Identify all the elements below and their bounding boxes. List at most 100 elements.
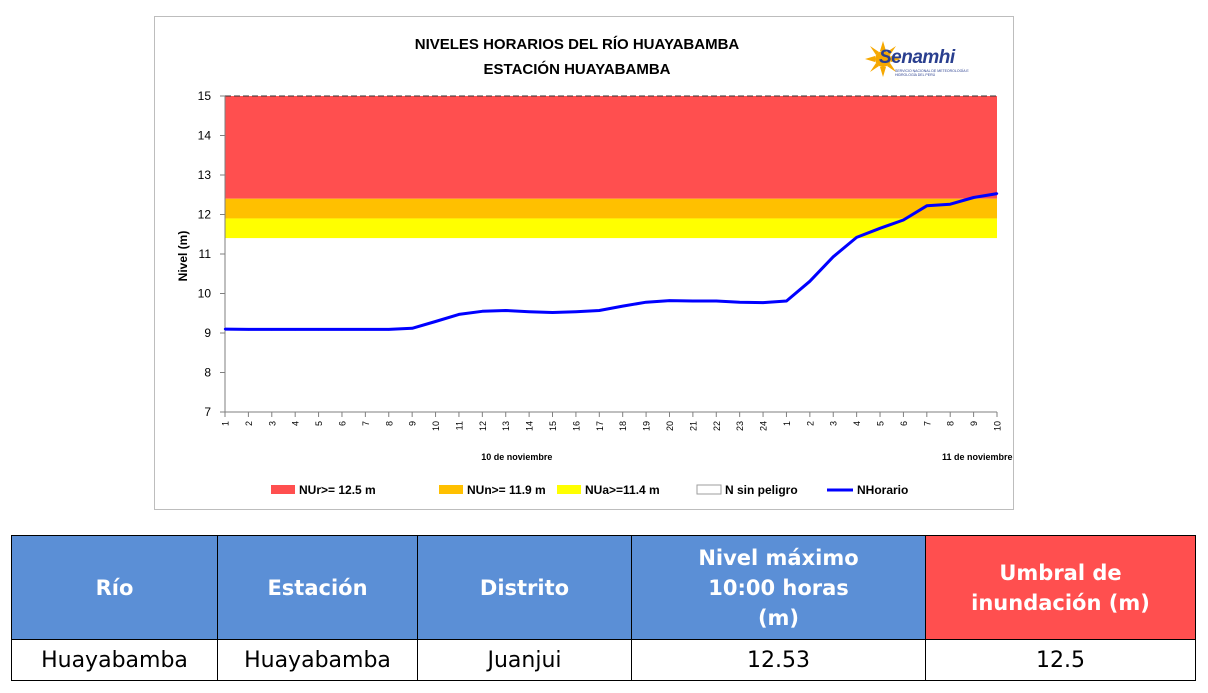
cell-umbral: 12.5 xyxy=(925,639,1196,681)
data-point xyxy=(761,301,765,304)
data-point xyxy=(785,299,788,303)
x-tick-label: 21 xyxy=(688,421,698,431)
header-distrito: Distrito xyxy=(417,535,632,640)
x-tick-label: 20 xyxy=(665,421,675,431)
logo-wordmark: Senamhi xyxy=(879,47,955,68)
header-nivel-maximo: Nivel máximo 10:00 horas (m) xyxy=(631,535,926,640)
data-point xyxy=(551,311,554,314)
legend-label: NUn>= 11.9 m xyxy=(467,483,546,497)
x-tick-label: 13 xyxy=(501,421,511,431)
data-point xyxy=(410,327,414,330)
x-tick-label: 16 xyxy=(571,421,581,431)
data-point xyxy=(387,328,390,331)
chart-title: NIVELES HORARIOS DEL RÍO HUAYABAMBA xyxy=(415,36,740,53)
data-point xyxy=(504,309,507,312)
chart-subtitle: ESTACIÓN HUAYABAMBA xyxy=(484,60,671,78)
data-point xyxy=(902,218,905,222)
x-tick-label: 8 xyxy=(946,421,956,426)
data-point xyxy=(668,299,671,302)
x-tick-label: 14 xyxy=(525,421,535,431)
x-tick-label: 15 xyxy=(548,421,558,431)
data-point xyxy=(738,300,741,304)
x-tick-label: 10 xyxy=(993,421,1003,431)
data-point xyxy=(364,328,367,331)
threshold-band xyxy=(225,96,997,199)
x-tick-label: 24 xyxy=(759,421,769,431)
data-point xyxy=(878,227,882,230)
legend-label: NUa>=11.4 m xyxy=(585,483,660,497)
y-tick-label: 8 xyxy=(204,366,211,380)
x-tick-label: 6 xyxy=(337,421,347,426)
x-tick-label: 5 xyxy=(314,421,324,426)
x-tick-label: 19 xyxy=(642,421,652,431)
data-point xyxy=(691,299,695,303)
y-tick-label: 11 xyxy=(199,247,212,261)
y-tick-label: 13 xyxy=(198,168,212,182)
data-point xyxy=(808,280,812,283)
data-point xyxy=(925,204,929,208)
chart-legend: NUr>= 12.5 m NUn>= 11.9 m NUa>=11.4 m N sin… xyxy=(271,483,908,497)
legend-label: NUr>= 12.5 m xyxy=(299,483,376,497)
table-row: Huayabamba Huayabamba Juanjui 12.53 12.5 xyxy=(11,639,1196,681)
cell-estacion: Huayabamba xyxy=(217,639,418,681)
data-point xyxy=(481,310,484,313)
y-tick-label: 10 xyxy=(198,287,212,301)
x-tick-label: 17 xyxy=(595,421,605,431)
data-point xyxy=(855,236,858,239)
cell-rio: Huayabamba xyxy=(11,639,218,681)
data-point xyxy=(457,313,461,316)
data-point xyxy=(972,196,975,199)
chart-panel: NIVELES HORARIOS DEL RÍO HUAYABAMBA ESTA… xyxy=(154,16,1014,510)
x-tick-label: 8 xyxy=(384,421,394,426)
data-point xyxy=(598,309,601,312)
data-point xyxy=(527,310,531,313)
y-tick-label: 14 xyxy=(198,129,212,143)
x-tick-label: 22 xyxy=(712,421,722,431)
cell-distrito: Juanjui xyxy=(417,639,632,681)
data-point xyxy=(340,328,344,331)
legend-label: NHorario xyxy=(857,483,908,497)
x-day-label: 11 de noviembre xyxy=(942,452,1013,462)
data-point xyxy=(270,328,273,331)
x-tick-label: 9 xyxy=(969,421,979,426)
x-tick-label: 7 xyxy=(922,421,932,426)
data-point xyxy=(621,304,624,308)
x-tick-label: 5 xyxy=(876,421,886,426)
x-tick-label: 7 xyxy=(361,421,371,426)
data-point xyxy=(832,255,835,258)
x-tick-label: 4 xyxy=(291,421,301,426)
cell-nivel-maximo: 12.53 xyxy=(631,639,926,681)
legend-swatch xyxy=(439,485,463,494)
threshold-band xyxy=(225,218,997,239)
y-tick-label: 7 xyxy=(204,405,211,419)
x-tick-label: 23 xyxy=(735,421,745,431)
x-tick-label: 4 xyxy=(852,421,862,426)
legend-swatch xyxy=(271,485,295,494)
summary-table: Río Estación Distrito Nivel máximo 10:00… xyxy=(11,535,1196,681)
x-tick-label: 2 xyxy=(805,421,815,426)
x-tick-label: 1 xyxy=(221,421,231,426)
x-tick-label: 1 xyxy=(782,421,792,426)
x-tick-label: 10 xyxy=(431,421,441,431)
threshold-band xyxy=(225,238,997,412)
x-tick-label: 9 xyxy=(408,421,418,426)
threshold-band xyxy=(225,198,997,219)
data-point xyxy=(293,328,297,331)
data-point xyxy=(949,203,952,206)
series-line xyxy=(224,192,998,331)
x-tick-label: 6 xyxy=(899,421,909,426)
header-estacion: Estación xyxy=(217,535,418,640)
data-point xyxy=(247,328,250,331)
data-point xyxy=(715,299,718,303)
chart-svg: NIVELES HORARIOS DEL RÍO HUAYABAMBA ESTA… xyxy=(176,36,1013,497)
table-header-row: Río Estación Distrito Nivel máximo 10:00… xyxy=(11,535,1196,640)
logo-subtext: SERVICIO NACIONAL DE METEOROLOGÍA E HIDR… xyxy=(895,69,969,77)
x-day-label: 10 de noviembre xyxy=(481,452,552,462)
legend-label: N sin peligro xyxy=(725,483,798,497)
x-tick-label: 3 xyxy=(829,421,839,426)
x-tick-label: 2 xyxy=(244,421,254,426)
header-rio: Río xyxy=(11,535,218,640)
y-tick-label: 15 xyxy=(198,89,212,103)
legend-swatch xyxy=(696,484,722,495)
data-point xyxy=(434,320,437,323)
